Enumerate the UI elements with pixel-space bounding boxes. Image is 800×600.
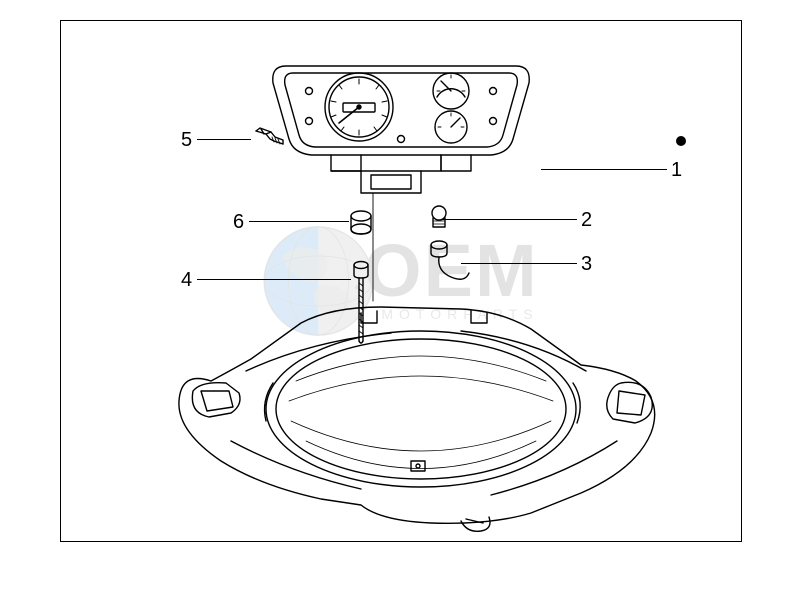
callout-5: 5 <box>181 129 192 152</box>
leader-1 <box>541 169 667 170</box>
diagram-frame: . OEM MOTORPARTS <box>60 20 742 542</box>
line-drawing <box>61 21 741 541</box>
leader-2 <box>441 219 577 220</box>
callout-6: 6 <box>233 211 244 234</box>
callout-dot <box>676 136 686 146</box>
callout-1: 1 <box>671 159 682 182</box>
leader-4 <box>197 279 351 280</box>
leader-6 <box>249 221 349 222</box>
callout-4: 4 <box>181 269 192 292</box>
leader-5 <box>197 139 251 140</box>
leader-3 <box>461 263 577 264</box>
callout-3: 3 <box>581 253 592 276</box>
callout-2: 2 <box>581 209 592 232</box>
